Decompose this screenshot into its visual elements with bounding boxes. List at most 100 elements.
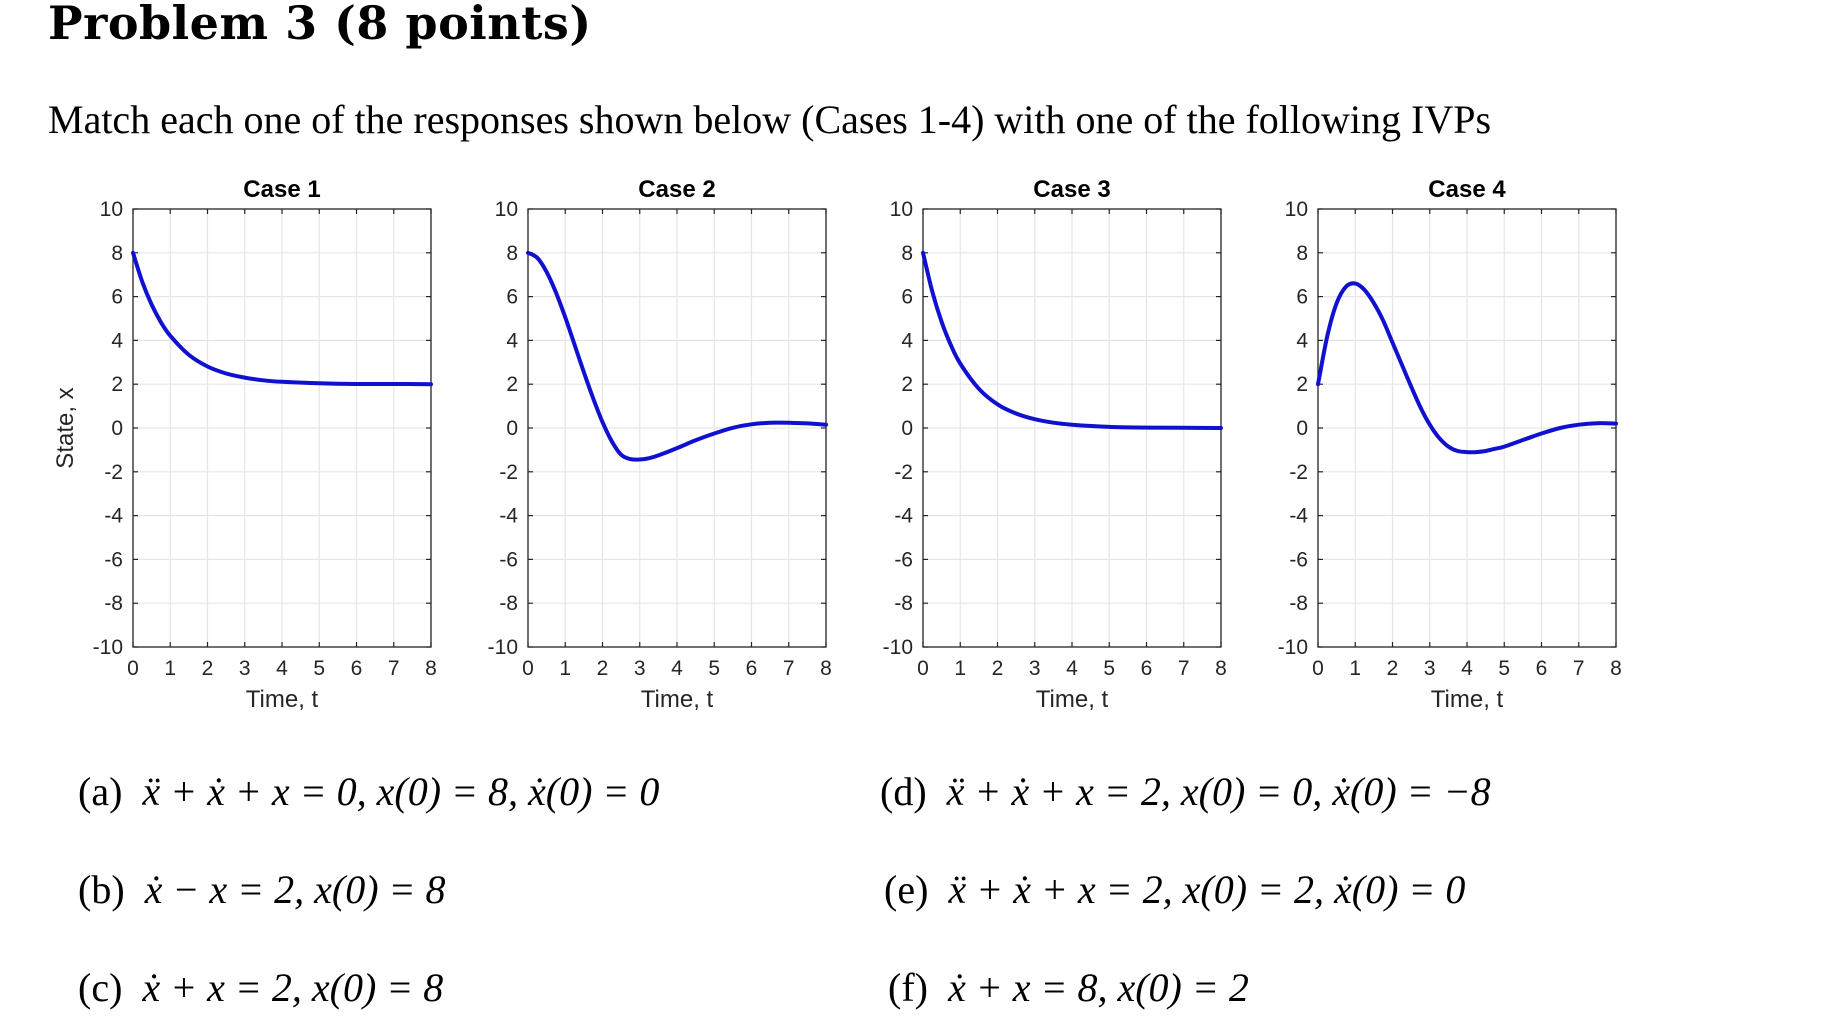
option-f-equation: ẋ + x = 8, x(0) = 2 [947,965,1249,1010]
case-3-title: Case 3 [1033,176,1110,203]
case-2-x-tick-label: 4 [671,657,683,680]
case-3-x-tick-label: 7 [1178,657,1190,680]
case-4-response-line [1316,281,1618,455]
case-4-y-tick-label: 10 [1285,198,1308,221]
case-3-x-tick-label: 1 [954,657,966,680]
option-c: (c) ẋ + x = 2, x(0) = 8 [78,964,443,1011]
case-4-y-tick-label: 6 [1296,286,1308,309]
case-1-y-tick-label: -8 [104,592,123,615]
option-b-equation: ẋ − x = 2, x(0) = 8 [144,867,446,912]
case-4-y-tick-label: -2 [1289,461,1308,484]
case-2-y-tick-label: 2 [506,373,518,396]
case-1-x-tick-label: 4 [276,657,288,680]
case-1-title: Case 1 [243,176,320,203]
case-1-y-tick-label: 6 [111,286,123,309]
option-b-label: (b) [78,867,125,912]
case-4-x-tick-label: 7 [1573,657,1585,680]
case-4-y-tick-label: -4 [1289,505,1308,528]
case-3-plot: 0 1 2 3 4 5 6 7 8 10 8 6 4 2 0 -2 -4 -6 -8 -10 Case 3 Time, t [883,176,1227,713]
case-1-x-tick-label: 5 [313,657,325,680]
case-3-response-line [921,250,1223,430]
option-c-label: (c) [78,965,123,1010]
option-c-equation: ẋ + x = 2, x(0) = 8 [142,965,444,1010]
case-4-x-tick-label: 3 [1424,657,1436,680]
case-1-y-tick-label: -10 [93,636,123,659]
case-4-x-tick-label: 1 [1349,657,1361,680]
case-4-title: Case 4 [1428,176,1506,203]
option-d-label: (d) [880,769,927,814]
option-e-equation: ẍ + ẋ + x = 2, x(0) = 2, ẋ(0) = 0 [948,867,1466,912]
case-4-x-tick-label: 0 [1312,657,1324,680]
case-2-response-line [526,250,828,462]
case-3-x-tick-label: 6 [1141,657,1153,680]
case-1-y-tick-label: 8 [111,242,123,265]
case-1-x-axis-label: Time, t [246,686,319,713]
case-1-x-tick-label: 1 [164,657,176,680]
case-4-y-tick-label: -10 [1278,636,1308,659]
case-2-y-tick-label: -2 [499,461,518,484]
case-3-y-tick-label: -2 [894,461,913,484]
case-1-response-line [131,250,433,387]
case-3-x-tick-label: 3 [1029,657,1041,680]
case-2-y-tick-label: 6 [506,286,518,309]
case-2-x-axis-label: Time, t [641,686,714,713]
problem-prompt: Match each one of the responses shown be… [48,97,1492,142]
option-e: (e) ẍ + ẋ + x = 2, x(0) = 2, ẋ(0) = 0 [884,866,1465,913]
case-1-y-tick-label: 4 [111,329,123,352]
case-1-x-tick-label: 0 [127,657,139,680]
case-1-y-tick-label: 0 [111,417,123,440]
case-2-x-tick-label: 5 [708,657,720,680]
case-4-y-tick-label: -8 [1289,592,1308,615]
case-2-y-tick-label: -10 [488,636,518,659]
case-4-x-tick-label: 4 [1461,657,1473,680]
case-2-x-tick-label: 8 [820,657,832,680]
option-e-label: (e) [884,867,929,912]
case-1-y-axis-label: State, x [52,387,79,468]
case-4-y-tick-label: 4 [1296,329,1308,352]
case-2-plot: 0 1 2 3 4 5 6 7 8 10 8 6 4 2 0 -2 -4 -6 -8 -10 Case 2 Time, t [488,176,832,713]
case-3-y-tick-label: 10 [890,198,913,221]
case-1-x-tick-label: 3 [239,657,251,680]
case-4-x-tick-label: 8 [1610,657,1622,680]
case-2-x-tick-label: 6 [746,657,758,680]
case-2-x-tick-label: 1 [559,657,571,680]
case-4-y-tick-label: 0 [1296,417,1308,440]
case-3-y-tick-label: 8 [901,242,913,265]
case-3-y-tick-label: -6 [894,548,913,571]
case-1-y-tick-label: 10 [100,198,123,221]
case-4-y-tick-label: -6 [1289,548,1308,571]
case-3-y-tick-label: 6 [901,286,913,309]
case-2-title: Case 2 [638,176,715,203]
case-1-y-tick-label: -4 [104,505,123,528]
case-3-x-axis-label: Time, t [1036,686,1109,713]
case-3-y-tick-label: -10 [883,636,913,659]
case-3-y-tick-label: 0 [901,417,913,440]
case-2-y-tick-label: 10 [495,198,518,221]
case-1-y-tick-label: -2 [104,461,123,484]
case-2-y-tick-label: 8 [506,242,518,265]
case-2-y-tick-label: -6 [499,548,518,571]
option-a-label: (a) [78,769,123,814]
case-2-x-tick-label: 7 [783,657,795,680]
option-d-equation: ẍ + ẋ + x = 2, x(0) = 0, ẋ(0) = −8 [946,769,1491,814]
case-3-x-tick-label: 5 [1103,657,1115,680]
case-1-x-tick-label: 6 [351,657,363,680]
case-1-x-tick-label: 2 [202,657,214,680]
case-3-x-tick-label: 2 [992,657,1004,680]
case-2-y-tick-label: -4 [499,505,518,528]
case-1-y-tick-label: 2 [111,373,123,396]
case-4-y-tick-label: 8 [1296,242,1308,265]
case-1-x-tick-label: 8 [425,657,437,680]
case-2-x-tick-label: 0 [522,657,534,680]
case-4-plot: 0 1 2 3 4 5 6 7 8 10 8 6 4 2 0 -2 -4 -6 -8 -10 Case 4 Time, t [1278,176,1622,713]
option-a-equation: ẍ + ẋ + x = 0, x(0) = 8, ẋ(0) = 0 [142,769,660,814]
case-4-x-tick-label: 6 [1536,657,1548,680]
case-3-x-tick-label: 4 [1066,657,1078,680]
case-2-y-tick-label: 4 [506,329,518,352]
case-3-x-tick-label: 0 [917,657,929,680]
case-4-x-tick-label: 2 [1387,657,1399,680]
option-f-label: (f) [888,965,928,1010]
case-3-y-tick-label: -4 [894,505,913,528]
case-1-plot: 0 1 2 3 4 5 6 7 8 10 8 6 4 2 0 -2 -4 -6 -8 -10 Case 1 Time, t… [52,176,437,713]
